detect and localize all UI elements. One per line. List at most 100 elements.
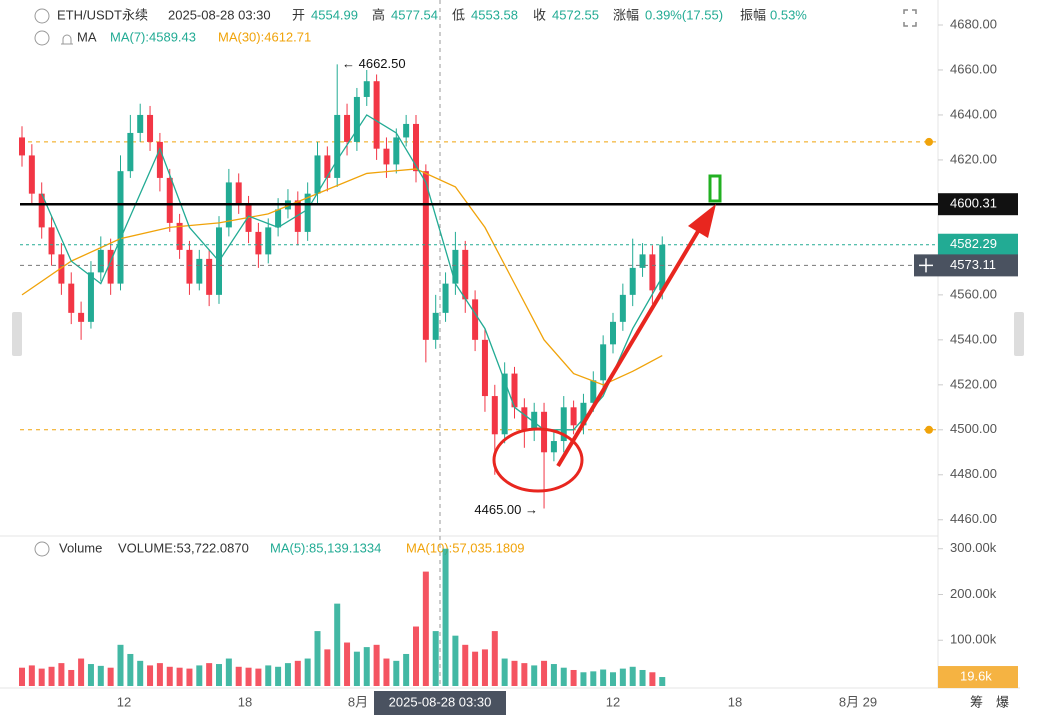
candle-body [265,227,272,255]
candle-body [38,193,45,228]
candle-body [541,411,548,453]
candle-body [156,141,163,178]
x-tick-label: 8月 [348,694,368,709]
volume-bar [294,660,301,686]
x-tick-label: 12 [117,694,131,709]
candle-body [78,312,85,322]
volume-current: 19.6k [960,668,992,683]
volume-tag [938,666,1018,689]
volume-bar [314,631,321,686]
high-note: ← 4662.50 [342,56,406,71]
alert-dot [925,137,933,146]
volume-bar [521,663,528,686]
candle-body [649,254,656,291]
volume-bar [147,665,154,686]
candle-body [363,81,370,97]
scroll-handle-left[interactable] [12,312,22,356]
candle-body [422,171,429,340]
crosshair-tag [374,691,506,715]
candle-body [393,137,400,165]
candle-body [334,114,341,178]
volume-bar [324,649,331,686]
ma30-text: MA(30):4612.71 [218,29,311,44]
field-label: 高 [372,7,385,22]
volume-bar [373,644,380,686]
candle-body [87,272,94,322]
volume-bar [393,660,400,686]
volume-bar [19,667,25,686]
field-label: 开 [292,7,305,22]
annotation-arrow [556,226,702,468]
volume-bar [97,665,104,686]
candle-body [304,193,311,232]
candle-body [137,114,144,133]
cursor-tag [914,254,1018,277]
y-tick-label: 4560.00 [950,286,997,301]
header: ETH/USDT永续 2025-08-28 03:30 MA MA(7):458… [57,7,1009,709]
volume-bar [275,666,282,686]
symbol: ETH/USDT永续 [57,7,148,22]
y-tick-label: 4540.00 [950,331,997,346]
collapse-icon[interactable] [34,8,50,24]
candle-body [610,321,616,345]
vma5-text: MA(5):85,139.1334 [270,540,381,555]
annotation-arrowhead [688,204,716,238]
candle-body [619,294,626,322]
volume-bar [353,651,360,686]
candle-body [639,254,646,268]
candle-body [147,114,154,142]
volume-bar [87,664,94,686]
volume-bar [225,658,232,686]
ma-title: MA [77,29,97,44]
candle-body [255,231,262,255]
volume-bar [107,667,114,686]
volume-bar [629,666,636,686]
volume-bar [265,665,272,686]
candle-body [580,402,587,426]
volume-bar [403,653,410,686]
field-label: 涨幅 [613,7,639,22]
volume-bar [550,664,557,686]
candle-body [245,204,252,232]
candle-body [383,148,390,165]
candle-body [550,441,557,453]
candle-body [521,407,528,430]
annotation-circle [492,427,584,493]
annotation-box [708,174,722,203]
ma7-text: MA(7):4589.43 [110,29,196,44]
toolbar-item[interactable]: 爆 [996,694,1009,709]
collapse-icon[interactable] [34,30,50,46]
y-tick-label: 4460.00 [950,511,997,526]
candle-body [48,227,55,255]
field-value: 0.39%(17.55) [645,7,723,22]
time: 2025-08-28 03:30 [168,7,271,22]
cursor-label: 4573.11 [950,257,996,272]
volume-text: VOLUME:53,722.0870 [118,540,249,555]
volume-bar [590,671,597,686]
fullscreen-icon[interactable] [903,9,917,27]
candle-body [413,123,419,172]
volume-bar [570,669,577,686]
volume-bar [649,672,656,686]
volume-bar [442,548,449,686]
volume-bar [186,668,193,686]
level-tag [938,193,1018,216]
scroll-handle-right[interactable] [1014,312,1024,356]
volume-bar [619,668,626,686]
alert-icon[interactable] [61,34,73,45]
volume-bar [156,663,163,686]
y-tick-label: 4660.00 [950,61,997,76]
candle-body [58,254,65,284]
volume-bar [68,669,75,686]
candle-body [600,344,607,381]
collapse-icon[interactable] [34,541,50,557]
ma-line [21,168,663,386]
volume-bar [235,666,242,686]
candle-body [196,258,203,284]
candle-body [442,283,449,313]
candle-body [432,312,439,340]
level-label: 4600.31 [950,196,997,211]
candle-body [68,283,75,313]
toolbar-item[interactable]: 筹 [970,694,983,709]
